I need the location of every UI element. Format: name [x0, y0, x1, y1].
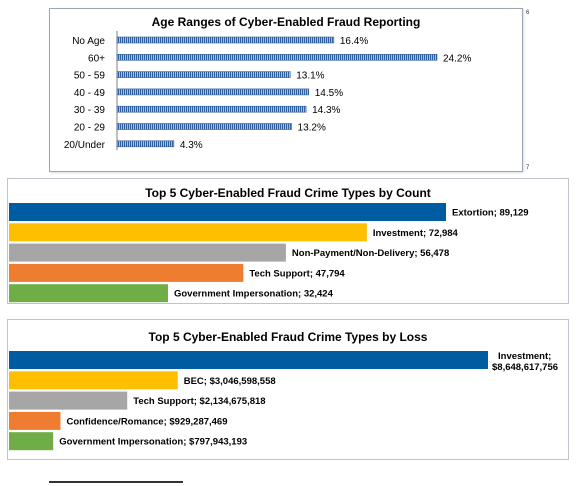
bottom-rule — [49, 481, 183, 483]
age-data-label: 24.2% — [443, 53, 471, 64]
page-number-top: 6 — [526, 10, 530, 16]
loss-data-label-line: Investment; — [498, 351, 551, 362]
count-bar — [9, 203, 446, 221]
age-data-label: 16.4% — [340, 36, 368, 47]
age-data-label: 14.5% — [315, 88, 343, 99]
age-category-label: No Age — [72, 36, 105, 47]
loss-data-label: Confidence/Romance; $929,287,469 — [66, 416, 227, 427]
age-bar — [116, 53, 438, 61]
age-category-label: 50 - 59 — [74, 71, 106, 82]
age-chart-title: Age Ranges of Cyber-Enabled Fraud Report… — [151, 15, 421, 29]
age-data-label: 13.1% — [296, 71, 324, 82]
loss-chart-panel: Top 5 Cyber-Enabled Fraud Crime Types by… — [7, 319, 569, 460]
count-data-label: Government Impersonation; 32,424 — [174, 289, 334, 300]
count-data-label: Non-Payment/Non-Delivery; 56,478 — [292, 248, 449, 259]
loss-data-label: Investment; $8,648,617,756 — [492, 351, 558, 373]
loss-data-label: BEC; $3,046,598,558 — [184, 376, 276, 387]
age-category-label: 40 - 49 — [74, 88, 106, 99]
age-bar — [116, 105, 307, 113]
age-bar — [116, 123, 292, 130]
count-chart-panel: Top 5 Cyber-Enabled Fraud Crime Types by… — [7, 178, 569, 304]
count-data-label: Extortion; 89,129 — [452, 208, 529, 219]
loss-bar — [9, 411, 61, 430]
loss-data-label: Government Impersonation; $797,943,193 — [59, 437, 247, 448]
age-chart-svg: No Age 16.4% 60+ 24.2% 50 - 59 13.1% 40 - 49 14… — [64, 31, 471, 151]
age-data-label: 4.3% — [180, 140, 203, 151]
age-category-label: 60+ — [88, 53, 105, 64]
loss-bar — [9, 391, 128, 410]
loss-data-label-line: $8,648,617,756 — [492, 362, 558, 373]
count-bar — [9, 263, 244, 282]
age-ranges-chart-panel: Age Ranges of Cyber-Enabled Fraud Report… — [49, 8, 523, 172]
loss-chart-title: Top 5 Cyber-Enabled Fraud Crime Types by… — [148, 330, 428, 344]
age-data-label: 14.3% — [312, 105, 340, 116]
count-chart-svg: Extortion; 89,129 Investment; 72,984 Non-P… — [9, 203, 529, 303]
count-data-label: Investment; 72,984 — [373, 228, 459, 239]
loss-data-label: Tech Support; $2,134,675,818 — [133, 396, 265, 407]
loss-bar — [9, 371, 178, 390]
count-chart-title: Top 5 Cyber-Enabled Fraud Crime Types by… — [145, 186, 431, 200]
age-category-label: 20 - 29 — [74, 123, 106, 134]
count-bar — [9, 243, 286, 262]
count-bar — [9, 284, 168, 303]
age-bar — [116, 71, 291, 78]
age-bar — [116, 88, 310, 96]
age-data-label: 13.2% — [298, 123, 326, 134]
loss-chart-svg: Investment; $8,648,617,756 BEC; $3,046,598… — [9, 351, 558, 451]
loss-bar — [9, 432, 54, 451]
count-bar — [9, 223, 367, 242]
age-category-label: 30 - 39 — [74, 105, 106, 116]
loss-bar — [9, 351, 488, 369]
count-data-label: Tech Support; 47,794 — [249, 268, 345, 279]
age-bar — [116, 36, 335, 44]
age-bar — [116, 140, 175, 148]
age-category-label: 20/Under — [64, 140, 106, 151]
page-number-bottom: 7 — [526, 165, 530, 171]
